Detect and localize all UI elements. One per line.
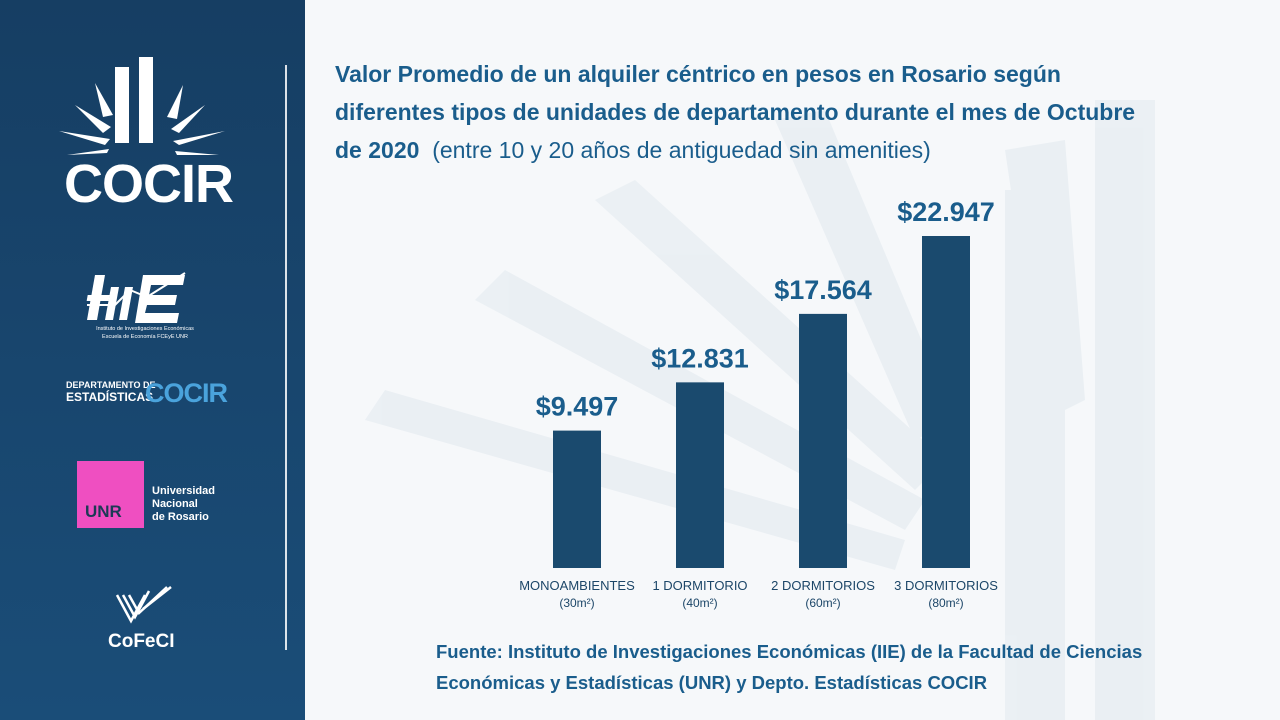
category-unit-4: (80m²) [928, 596, 963, 610]
dept-brand: COCIR [145, 378, 228, 408]
unr-line1: Universidad [152, 485, 215, 497]
iie-logo [86, 272, 186, 323]
cocir-sunburst-logo [59, 57, 225, 155]
sidebar-divider [285, 65, 287, 650]
cocir-logo-text: COCIR [64, 154, 234, 214]
value-label-1: $9.497 [536, 392, 619, 422]
bar-4 [922, 236, 970, 568]
category-unit-2: (40m²) [682, 596, 717, 610]
bar-2 [676, 382, 724, 568]
main-panel: Valor Promedio de un alquiler céntrico e… [305, 0, 1280, 720]
chart-subtitle: (entre 10 y 20 años de antiguedad sin am… [432, 137, 931, 163]
chart-title: Valor Promedio de un alquiler céntrico e… [335, 55, 1165, 169]
bar-3 [799, 313, 847, 568]
chart-title-bold: Valor Promedio de un alquiler céntrico e… [335, 61, 1136, 163]
sidebar: COCIR Instituto de Investigaciones Econó… [0, 0, 305, 720]
dept-estadisticas-logo: DEPARTAMENTO DE ESTADÍSTICAS COCIR [66, 378, 228, 408]
bar-chart: $9.497 MONOAMBIENTES (30m²) $12.831 1 DORMIT… [519, 197, 998, 610]
category-label-4: 3 DORMITORIOS [894, 578, 998, 593]
category-unit-3: (60m²) [805, 596, 840, 610]
unr-abbr: UNR [85, 502, 122, 521]
iie-name-line2: Escuela de Economía FCEyE UNR [102, 334, 188, 340]
dept-line1: DEPARTAMENTO DE [66, 380, 156, 390]
unr-line3: de Rosario [152, 511, 209, 523]
value-label-3: $17.564 [774, 275, 872, 305]
unr-line2: Nacional [152, 498, 198, 510]
iie-name-line1: Instituto de Investigaciones Económicas [96, 326, 194, 332]
category-label-1: MONOAMBIENTES [519, 578, 635, 593]
dept-line2: ESTADÍSTICAS [66, 390, 154, 404]
unr-logo: UNR [77, 461, 144, 528]
category-label-3: 2 DORMITORIOS [771, 578, 875, 593]
category-unit-1: (30m²) [559, 596, 594, 610]
source-note: Fuente: Instituto de Investigaciones Eco… [436, 641, 1143, 693]
value-label-4: $22.947 [897, 197, 995, 227]
category-label-2: 1 DORMITORIO [652, 578, 747, 593]
background-watermark [365, 100, 1155, 720]
value-label-2: $12.831 [651, 343, 749, 373]
cofeci-logo [115, 586, 172, 624]
bar-1 [553, 430, 601, 568]
cofeci-name: CoFeCI [108, 631, 175, 652]
unr-name: Universidad Nacional de Rosario [152, 485, 242, 524]
